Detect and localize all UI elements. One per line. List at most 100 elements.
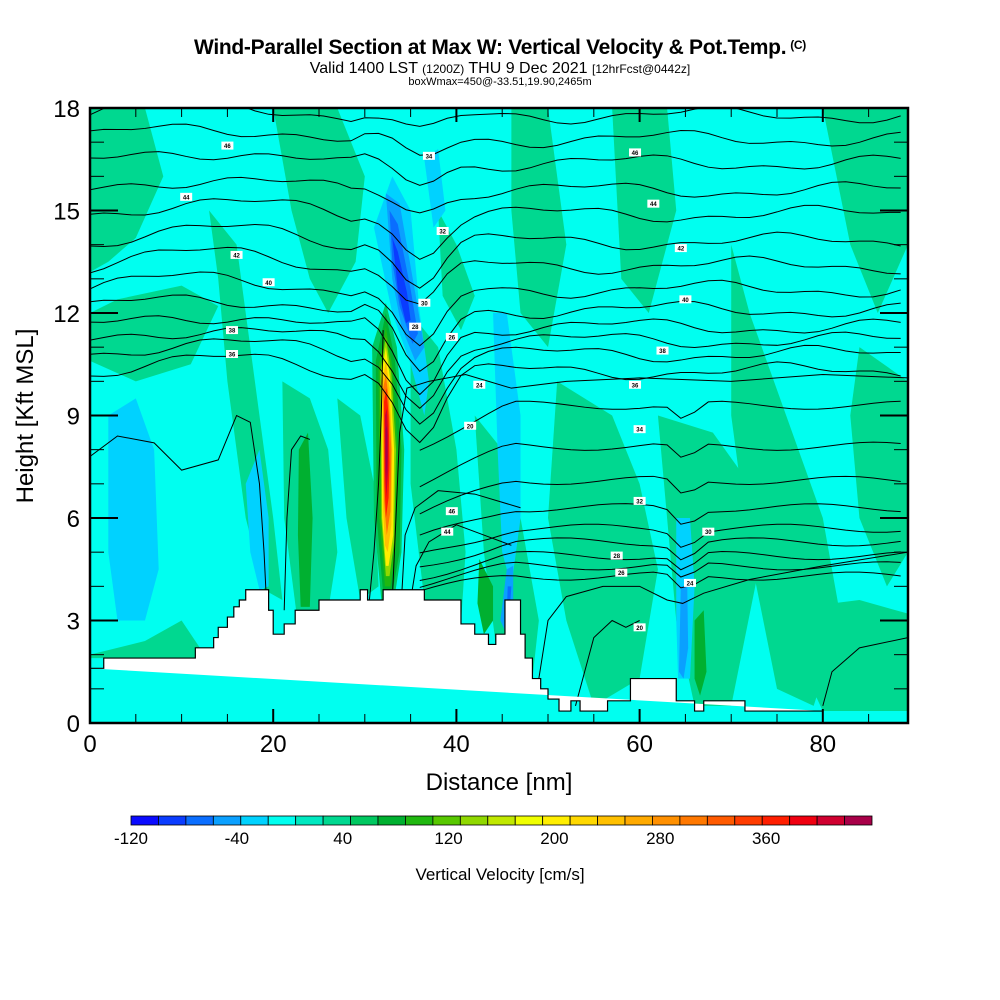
contour-labels: 46 44 42 40 38 36 34 32 30 28 26 24 20 46 44 42 40 38 36 34…	[180, 141, 715, 632]
isentrope-label-bg	[610, 551, 623, 560]
isentrope-label-bg	[615, 568, 628, 577]
field-region-weak-updraft	[90, 108, 164, 272]
isentrope-label-bg	[445, 507, 458, 516]
isentrope-label-text: 40	[682, 298, 689, 304]
isentrope-label-text: 42	[233, 253, 240, 259]
isentrope-line	[90, 315, 901, 396]
colorbar-swatch	[706, 815, 736, 826]
isentrope-label-text: 38	[229, 329, 236, 335]
colorbar-swatch	[322, 815, 351, 826]
isentrope-label-text: 46	[448, 510, 455, 516]
isentrope-label-bg	[633, 496, 646, 505]
isentrope-label-text: 34	[426, 154, 433, 160]
y-tick-label: 3	[67, 609, 80, 636]
isentrope-label: 32	[436, 227, 449, 236]
isentrope-label-bg	[422, 151, 435, 160]
y-tick-label: 0	[67, 711, 80, 738]
isentrope-label: 24	[473, 380, 486, 389]
field-region-downdraft-core	[500, 565, 514, 631]
isentrope-line	[90, 123, 901, 156]
isentrope-label: 40	[679, 295, 692, 304]
colorbar-swatch	[295, 815, 324, 826]
colorbar-swatch	[487, 815, 516, 826]
isentrope-line	[90, 294, 901, 372]
copyright-mark: (C)	[790, 38, 806, 52]
isentrope-label: 44	[180, 192, 193, 201]
x-tick-label: 0	[83, 731, 96, 758]
valid-time-line: Valid 1400 LST (1200Z) THU 9 Dec 2021 [1…	[0, 60, 1000, 78]
x-tick-label: 60	[626, 731, 653, 758]
isentrope-label-text: 44	[183, 195, 190, 201]
isentrope-label: 46	[629, 148, 642, 157]
isentrope-label: 30	[418, 298, 431, 307]
colorbar-swatch	[597, 815, 626, 826]
vertical-velocity-field	[90, 108, 908, 723]
field-region-weak-downdraft	[493, 313, 521, 587]
isentrope-label: 32	[633, 496, 646, 505]
isentrope-label: 26	[445, 332, 458, 341]
isentrope-line	[90, 108, 901, 127]
colorbar-swatch	[844, 815, 873, 826]
isentrope-label: 36	[629, 380, 642, 389]
box-wmax-info: boxWmax=450@-33.51,19.90,2465m	[408, 76, 592, 88]
isentrope-label-bg	[436, 227, 449, 235]
field-region-downdraft-core	[678, 586, 689, 679]
colorbar-tick-label: 120	[434, 829, 462, 848]
colorbar-swatch	[405, 815, 434, 826]
colorbar-swatch	[542, 815, 571, 826]
colorbar-swatch	[130, 815, 159, 826]
colorbar-swatch	[624, 815, 653, 826]
colorbar-swatch	[789, 815, 818, 826]
isentrope-line	[368, 330, 384, 601]
isentrope-label-bg	[221, 141, 234, 150]
isentrope-label-text: 46	[632, 151, 639, 157]
isentrope-label: 28	[409, 322, 422, 331]
isentrope-line	[419, 503, 901, 536]
isentrope-label-bg	[225, 326, 238, 335]
isentrope-label-bg	[441, 527, 454, 536]
isentrope-line	[419, 550, 901, 582]
isentrope-label-text: 46	[224, 144, 231, 150]
isentrope-label-bg	[262, 278, 275, 287]
isentrope-label-bg	[674, 244, 687, 253]
isentrope-line	[575, 619, 640, 707]
isentrope-line	[90, 151, 901, 186]
isentrope-label: 20	[633, 623, 646, 632]
isentrope-label-bg	[629, 380, 642, 389]
field-region-updraft-core	[297, 432, 313, 607]
isentrope-label-text: 32	[636, 499, 643, 505]
isentrope-label-text: 24	[476, 383, 483, 389]
isentrope-line	[90, 198, 901, 260]
isentrope-line	[419, 441, 901, 488]
isentrope-label: 30	[702, 527, 715, 536]
isentrope-label-text: 24	[687, 581, 694, 587]
isentrope-line	[419, 523, 901, 554]
isentrope-line	[391, 373, 908, 601]
isentrope-label: 46	[221, 141, 234, 150]
terrain-outline	[90, 589, 823, 712]
x-axis-title: Distance [nm]	[426, 769, 573, 796]
colorbar-swatch	[432, 815, 461, 826]
isentrope-label-bg	[683, 578, 696, 587]
isentrope-line	[419, 400, 901, 451]
isentrope-label-bg	[418, 298, 431, 307]
isentrope-line	[90, 414, 267, 590]
y-tick-label: 15	[53, 199, 80, 226]
isentrope-label: 24	[683, 578, 696, 587]
isentrope-label-text: 42	[677, 247, 684, 253]
isentrope-label-bg	[656, 346, 669, 355]
colorbar-swatch	[761, 815, 791, 826]
isentrope-label: 38	[225, 326, 238, 335]
isentrope-line	[538, 551, 908, 679]
isentrope-label-bg	[445, 332, 458, 341]
isentrope-label: 44	[441, 527, 454, 536]
colorbar-swatch	[158, 815, 187, 826]
isentrope-label: 36	[225, 350, 238, 359]
isentrope-label: 44	[647, 199, 660, 208]
isentrope-label: 38	[656, 346, 669, 355]
isentrope-label-bg	[633, 425, 646, 434]
chart-title-text: Wind-Parallel Section at Max W: Vertical…	[194, 36, 787, 59]
colorbar-title: Vertical Velocity [cm/s]	[415, 865, 584, 884]
isentrope-label-bg	[702, 527, 715, 536]
